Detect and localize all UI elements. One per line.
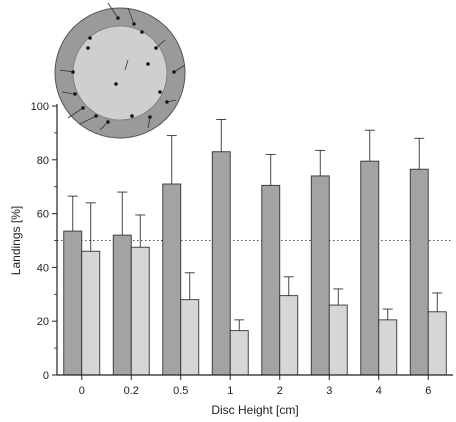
bar-2-6 (427, 311, 447, 376)
y-tick-label-80: 80 (37, 155, 49, 167)
bar-2-3 (328, 304, 348, 376)
x-tick-label-4: 4 (376, 385, 382, 397)
bar-1-2 (261, 184, 281, 376)
x-tick-label-3: 3 (326, 385, 332, 397)
y-axis-title: Landings [%] (9, 206, 23, 275)
x-tick-label-0.2: 0.2 (124, 385, 139, 397)
bar-1-6 (409, 168, 429, 376)
bar-1-4 (360, 160, 380, 376)
x-tick-label-1: 1 (227, 385, 233, 397)
bar-1-0.2 (112, 234, 132, 376)
y-tick-label-20: 20 (37, 316, 49, 328)
bar-2-0 (81, 250, 101, 376)
bar-2-1 (229, 330, 249, 376)
x-axis-title: Disc Height [cm] (211, 403, 298, 417)
bar-2-0.2 (130, 246, 150, 376)
disc-inner-area (72, 25, 168, 121)
y-tick-label-100: 100 (31, 101, 49, 113)
x-tick-label-6: 6 (425, 385, 431, 397)
landing-tracks (59, 2, 186, 131)
bar-2-0.5 (180, 299, 200, 376)
bar-2-2 (279, 295, 299, 376)
x-tick-label-0.5: 0.5 (173, 385, 188, 397)
y-tick-label-60: 60 (37, 209, 49, 221)
y-tick-label-40: 40 (37, 262, 49, 274)
x-tick-label-2: 2 (277, 385, 283, 397)
bar-1-1 (211, 151, 231, 376)
bar-2-4 (378, 319, 398, 376)
bar-1-3 (310, 175, 330, 376)
disc-inset-illustration (54, 2, 186, 139)
y-tick-label-0: 0 (43, 370, 49, 382)
bar-1-0 (63, 230, 83, 376)
x-tick-label-0: 0 (79, 385, 85, 397)
bar-1-0.5 (162, 183, 182, 376)
